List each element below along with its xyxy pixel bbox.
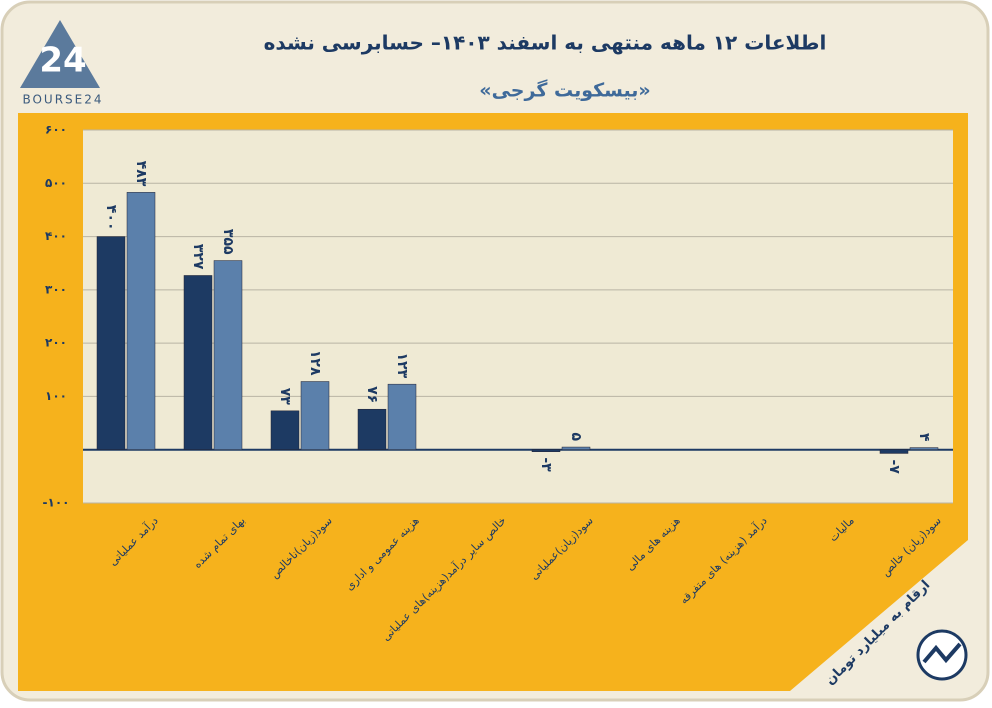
- y-tick-label: ۴۰۰: [45, 229, 67, 243]
- chart-title: اطلاعات ۱۲ ماهه منتهی به اسفند ۱۴۰۳– حسا…: [264, 31, 827, 55]
- value-label: ۴: [916, 433, 932, 442]
- brand-icon-arrow: [922, 642, 962, 664]
- logo-shape: [20, 20, 100, 88]
- y-tick-label: ۲۰۰: [45, 336, 67, 350]
- chart-subtitle: «بیسکویت گرجی»: [479, 79, 650, 102]
- bar: [531, 449, 561, 452]
- logo: BOURSE24: [22, 93, 103, 107]
- bar: [909, 447, 939, 450]
- bar: [96, 236, 126, 450]
- value-label: ۳۲۷: [190, 244, 206, 270]
- value-label: ۷۳: [277, 388, 293, 406]
- bar: [387, 383, 417, 450]
- logo-mark: 24: [39, 41, 86, 81]
- y-tick-label: -۱۰۰: [43, 496, 70, 510]
- bar: [561, 446, 591, 450]
- value-label: ۷۶: [364, 386, 380, 403]
- bar: [213, 260, 243, 450]
- y-tick-label: ۵۰۰: [45, 176, 67, 190]
- value-label: ۳۵۵: [220, 229, 236, 255]
- bar: [357, 408, 387, 450]
- y-tick-label: ۳۰۰: [45, 282, 67, 296]
- plot-area: [83, 130, 953, 503]
- value-label: ۱۲۸: [307, 350, 323, 376]
- bar: [879, 449, 909, 454]
- value-label: ۴۸۳: [133, 161, 149, 187]
- bar: [183, 275, 213, 450]
- bar: [270, 410, 300, 450]
- value-label: ۴۰۰: [103, 205, 119, 231]
- value-label: -۳: [538, 457, 554, 472]
- bar: [300, 381, 330, 450]
- value-label: ۱۲۳: [394, 353, 410, 379]
- bar: [126, 192, 156, 450]
- y-tick-label: ۶۰۰: [45, 123, 67, 137]
- y-tick-label: ۱۰۰: [45, 389, 67, 403]
- value-label: ۵: [568, 433, 584, 442]
- value-label: -۷: [886, 459, 902, 474]
